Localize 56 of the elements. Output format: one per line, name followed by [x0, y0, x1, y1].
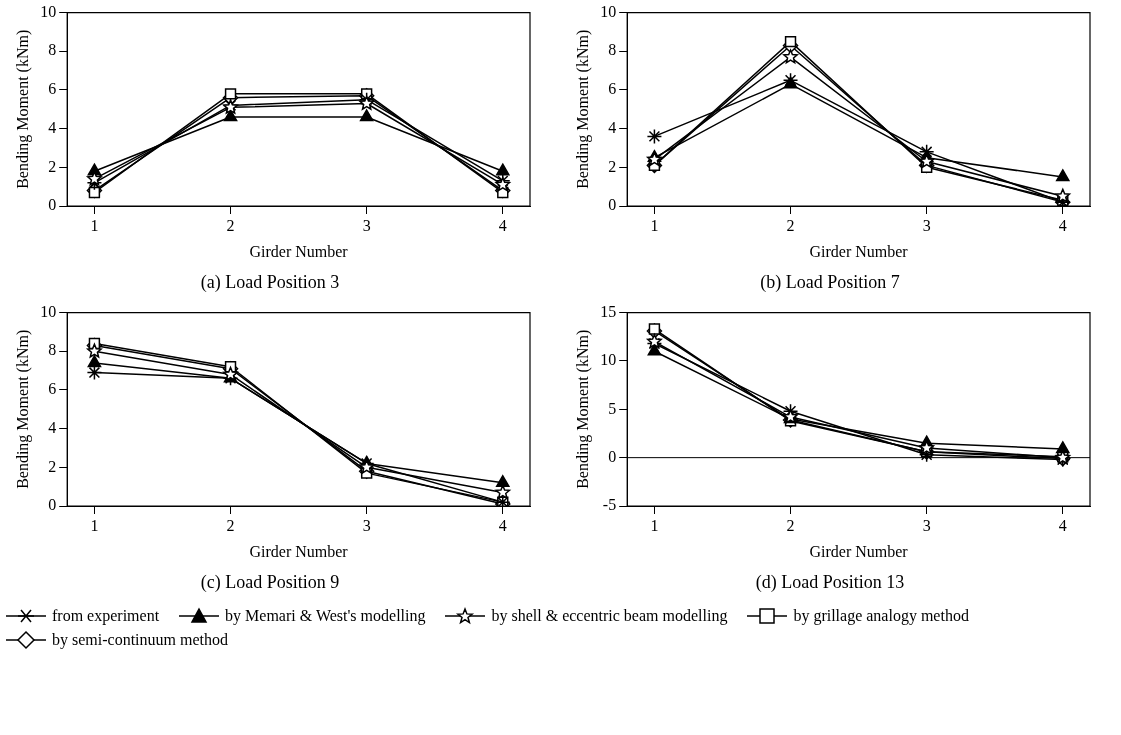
y-tick-label: 6	[48, 380, 57, 398]
y-tick-label: 10	[40, 302, 57, 320]
y-tick-label: 8	[608, 41, 617, 59]
x-tick-label: 3	[922, 516, 931, 534]
x-tick-label: 1	[650, 216, 659, 234]
y-tick-label: 4	[48, 418, 57, 436]
x-tick-label: 4	[498, 216, 507, 234]
x-axis-title: Girder Number	[809, 243, 909, 260]
legend-label: by Memari & West's modelling	[225, 607, 426, 625]
text: (b) Load Position 7	[760, 271, 900, 293]
y-tick-label: 2	[48, 457, 57, 475]
x-axis-title: Girder Number	[249, 243, 349, 260]
y-tick-label: 6	[608, 80, 617, 98]
y-tick-label: 2	[48, 157, 57, 175]
y-tick-label: 10	[40, 2, 57, 20]
text: (a) Load Position 3	[200, 271, 340, 293]
y-tick-label: -5	[602, 496, 617, 514]
y-tick-label: 15	[600, 302, 617, 320]
x-tick-label: 4	[498, 516, 507, 534]
x-axis-title: Girder Number	[249, 543, 349, 560]
text: (c) Load Position 9	[200, 571, 340, 593]
legend-label: by grillage analogy method	[793, 607, 969, 625]
y-axis-title: Bending Moment (kNm)	[13, 329, 32, 489]
legend-label: by shell & eccentric beam modelling	[491, 607, 728, 625]
x-tick-label: 4	[1058, 516, 1067, 534]
y-tick-label: 0	[608, 447, 617, 465]
y-tick-label: 4	[48, 118, 57, 136]
y-tick-label: 6	[48, 80, 57, 98]
x-tick-label: 4	[1058, 216, 1067, 234]
x-tick-label: 2	[226, 516, 235, 534]
y-axis-title: Bending Moment (kNm)	[13, 29, 32, 189]
x-tick-label: 1	[650, 516, 659, 534]
y-axis-title: Bending Moment (kNm)	[573, 329, 592, 489]
x-tick-label: 3	[362, 516, 371, 534]
y-tick-label: 0	[48, 496, 57, 514]
x-tick-label: 3	[362, 216, 371, 234]
y-axis-title: Bending Moment (kNm)	[573, 29, 592, 189]
legend-label: from experiment	[52, 607, 160, 625]
y-tick-label: 8	[48, 341, 57, 359]
y-tick-label: 10	[600, 2, 617, 20]
x-axis-title: Girder Number	[809, 543, 909, 560]
y-tick-label: 0	[48, 196, 57, 214]
text: (d) Load Position 13	[755, 571, 905, 593]
x-tick-label: 2	[786, 516, 795, 534]
x-tick-label: 1	[90, 516, 99, 534]
x-tick-label: 3	[922, 216, 931, 234]
x-tick-label: 2	[786, 216, 795, 234]
y-tick-label: 8	[48, 41, 57, 59]
y-tick-label: 2	[608, 157, 617, 175]
legend-label: by semi-continuum method	[52, 631, 228, 649]
y-tick-label: 10	[600, 351, 617, 369]
x-tick-label: 1	[90, 216, 99, 234]
y-tick-label: 0	[608, 196, 617, 214]
x-tick-label: 2	[226, 216, 235, 234]
y-tick-label: 4	[608, 118, 617, 136]
y-tick-label: 5	[608, 399, 617, 417]
